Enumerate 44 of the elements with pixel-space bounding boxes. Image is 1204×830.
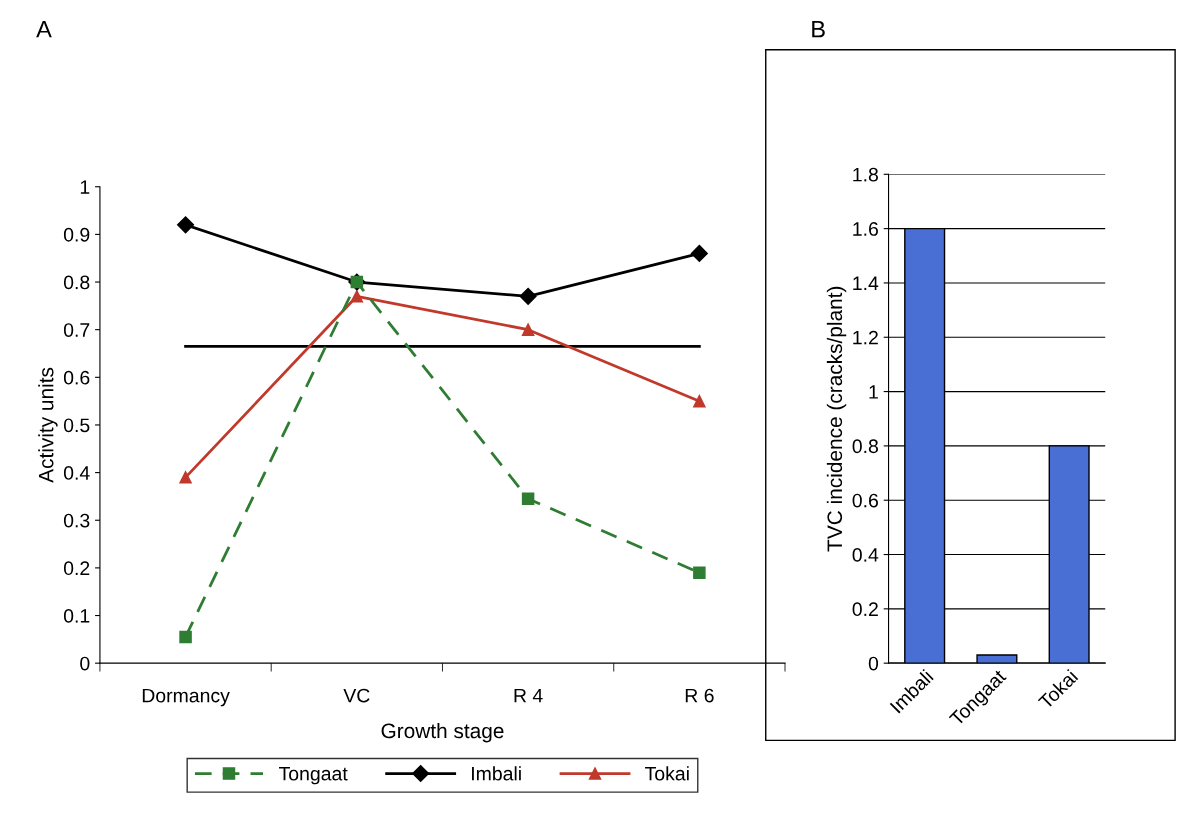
y-tick-label: 0.7 — [63, 323, 90, 337]
y-tick-label: 0.2 — [852, 602, 878, 617]
point — [521, 492, 535, 506]
point — [350, 290, 364, 303]
chart-title: B — [812, 21, 825, 38]
point — [521, 323, 535, 336]
y-tick-label: 0 — [80, 656, 90, 671]
y-tick-label: 0.3 — [63, 513, 90, 528]
y-tick-label: 0.8 — [63, 275, 90, 290]
y-axis-title: Activity units — [38, 367, 58, 483]
point — [177, 216, 195, 234]
legend-label: Imbali — [472, 766, 521, 781]
y-tick-label: 0.4 — [63, 466, 90, 480]
y-tick-label: 0.4 — [852, 548, 879, 562]
y-tick-label: 1 — [869, 385, 878, 399]
legend-label: Tokai — [645, 766, 689, 781]
point — [179, 471, 192, 484]
y-tick-label: 1.2 — [853, 330, 878, 345]
y-tick-label: 0.9 — [63, 227, 90, 242]
legend-label: Tongaat — [279, 766, 348, 785]
y-tick-label: 0 — [868, 656, 879, 671]
y-tick-label: 1.8 — [853, 167, 878, 182]
point — [519, 287, 537, 305]
y-tick-label: 1.6 — [853, 222, 878, 236]
y-axis-title: TVC incidence (cracks/plant) — [826, 286, 847, 552]
x-axis-title: Growth stage — [381, 722, 504, 743]
point — [693, 566, 706, 579]
y-tick-label: 0.5 — [63, 418, 90, 433]
bar — [976, 654, 1018, 664]
y-tick-label: 1 — [80, 180, 90, 194]
point — [693, 394, 706, 408]
y-tick-label: 0.6 — [852, 493, 878, 508]
y-tick-label: 0.1 — [63, 609, 90, 623]
point — [690, 244, 708, 263]
x-tick-label: R 4 — [514, 688, 543, 703]
x-tick-label: Dormancy — [142, 688, 230, 707]
y-tick-label: 0.6 — [63, 370, 90, 385]
x-tick-label: R 6 — [685, 688, 714, 703]
y-tick-label: 1.4 — [853, 276, 879, 290]
chart-title: A — [36, 21, 52, 38]
point — [179, 630, 192, 644]
x-tick-label: VC — [343, 688, 370, 703]
y-tick-label: 0.2 — [63, 561, 90, 576]
y-tick-label: 0.8 — [852, 439, 878, 454]
